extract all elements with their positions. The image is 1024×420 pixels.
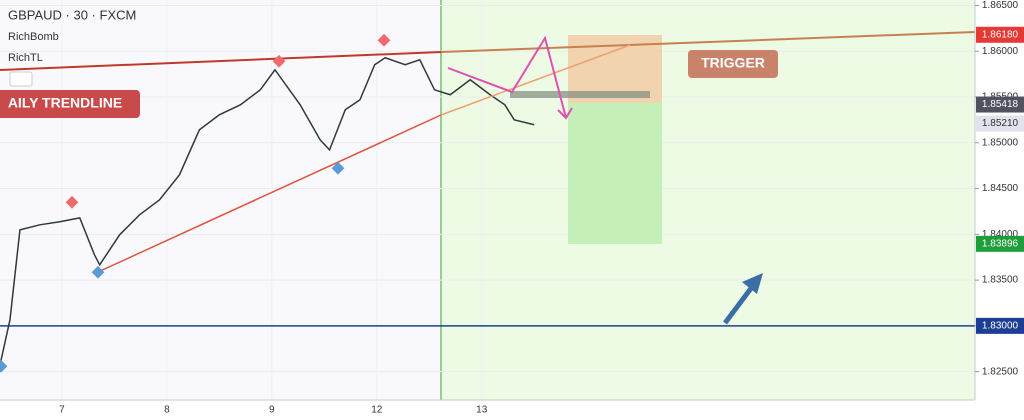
y-tick-label: 1.86000 xyxy=(982,46,1019,57)
y-tick-label: 1.85000 xyxy=(982,137,1019,148)
y-tick-label: 1.86500 xyxy=(982,0,1019,11)
projection-arrow xyxy=(557,107,573,120)
indicator-label: RichTL xyxy=(8,52,43,64)
price-tag xyxy=(976,317,1024,334)
arrow-head xyxy=(742,273,763,294)
y-tick-label: 1.84000 xyxy=(982,229,1019,240)
annotation: AILY TRENDLINE xyxy=(8,95,122,111)
chart-title: GBPAUD · 30 · FXCM xyxy=(8,7,136,22)
label-box xyxy=(688,50,778,78)
indicator-label: RichBomb xyxy=(8,31,59,43)
price-tag xyxy=(976,235,1024,252)
label-box xyxy=(0,90,140,118)
trendline xyxy=(97,114,442,273)
projection xyxy=(447,35,567,119)
trendline xyxy=(440,31,976,53)
price-line xyxy=(0,56,535,366)
x-tick-label: 8 xyxy=(164,405,170,416)
x-tick-label: 9 xyxy=(269,405,275,416)
price-tag-label: 1.83896 xyxy=(982,238,1019,249)
trendline xyxy=(0,51,442,71)
price-tag-label: 1.86180 xyxy=(982,29,1019,40)
y-tick-label: 1.83500 xyxy=(982,275,1019,286)
trendline xyxy=(440,44,631,116)
target-box xyxy=(568,103,662,244)
price-tag xyxy=(976,26,1024,43)
x-tick-label: 13 xyxy=(476,405,488,416)
swing-highs xyxy=(65,33,391,209)
price-tag xyxy=(976,96,1024,113)
x-tick-label: 7 xyxy=(59,405,65,416)
price-tag xyxy=(976,115,1024,132)
price-tag-label: 1.85210 xyxy=(982,118,1019,129)
y-tick-label: 1.82500 xyxy=(982,366,1019,377)
price-axis xyxy=(975,0,1024,420)
zone xyxy=(510,91,650,98)
arrow xyxy=(723,281,757,325)
x-tick-label: 12 xyxy=(371,405,383,416)
price-tag-label: 1.83000 xyxy=(982,320,1019,331)
y-tick-label: 1.84500 xyxy=(982,183,1019,194)
collapse-button[interactable] xyxy=(9,71,33,87)
price-tag-label: 1.85418 xyxy=(982,99,1019,110)
annotation: TRIGGER xyxy=(701,55,765,71)
